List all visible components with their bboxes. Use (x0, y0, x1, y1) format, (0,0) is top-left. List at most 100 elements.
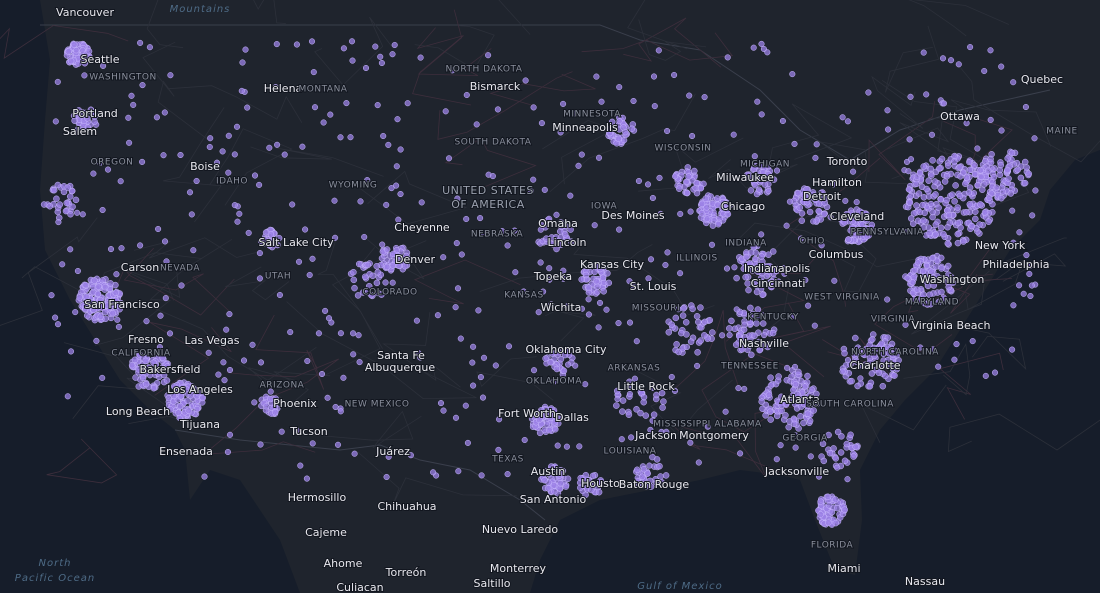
point (697, 304, 704, 311)
point (937, 224, 945, 232)
point (394, 116, 401, 123)
point (967, 44, 974, 51)
point (797, 412, 804, 420)
point (348, 38, 356, 45)
point (616, 226, 623, 233)
point (199, 394, 206, 402)
point (397, 190, 404, 198)
point (820, 457, 828, 465)
point (226, 431, 234, 438)
point (593, 73, 600, 80)
point (759, 291, 766, 299)
point (266, 144, 273, 151)
point (477, 215, 484, 222)
road (250, 146, 384, 177)
point (195, 389, 202, 397)
point (104, 302, 111, 309)
point (373, 262, 380, 270)
point (972, 215, 979, 223)
point (925, 177, 932, 184)
place-label: St. Louis (630, 280, 677, 293)
point (784, 364, 791, 371)
point (59, 261, 66, 268)
point (177, 151, 184, 159)
point (1028, 282, 1035, 289)
point (810, 218, 817, 225)
point (417, 54, 424, 61)
point (430, 469, 437, 476)
point (615, 320, 622, 327)
point (800, 419, 807, 427)
point (722, 408, 729, 415)
point (647, 256, 655, 263)
point (251, 172, 259, 179)
point (672, 173, 679, 180)
point (1032, 187, 1039, 194)
road (163, 107, 225, 223)
point (543, 421, 551, 428)
point (672, 314, 680, 322)
point (190, 386, 198, 393)
point (383, 473, 390, 481)
point (905, 168, 912, 175)
point (355, 332, 362, 339)
point (369, 272, 376, 280)
point (163, 377, 171, 384)
point (48, 292, 55, 299)
point (79, 211, 86, 218)
point (1004, 166, 1011, 174)
point (677, 270, 684, 277)
point (907, 192, 915, 200)
point (962, 180, 969, 188)
point (929, 208, 936, 216)
point (276, 291, 283, 299)
point (89, 283, 97, 291)
point (723, 265, 731, 272)
point (941, 178, 949, 185)
point (904, 275, 911, 282)
point (83, 293, 90, 300)
point (956, 192, 964, 200)
point (954, 219, 962, 227)
place-label: Salem (63, 125, 97, 138)
road (952, 58, 1100, 163)
point (715, 220, 722, 228)
road (885, 25, 940, 93)
point (167, 406, 174, 413)
point (67, 57, 75, 65)
point (473, 121, 480, 128)
road (734, 222, 934, 268)
point (146, 44, 153, 51)
point (982, 372, 989, 379)
road (202, 405, 316, 455)
point (404, 100, 411, 107)
point (578, 276, 585, 283)
point (635, 177, 642, 185)
point (743, 253, 750, 261)
point (951, 198, 958, 205)
point (698, 210, 706, 217)
point (789, 71, 796, 78)
point (273, 41, 280, 48)
point (817, 498, 824, 505)
road (382, 312, 461, 388)
place-label: Nassau (905, 575, 945, 588)
point (939, 55, 947, 62)
point (67, 348, 75, 355)
point (752, 181, 759, 189)
point (293, 41, 300, 48)
point (932, 221, 940, 228)
point (828, 508, 836, 516)
point (794, 189, 802, 197)
place-label: New York (975, 239, 1026, 252)
point (567, 192, 574, 199)
point (726, 332, 733, 339)
point (857, 375, 864, 382)
point (628, 125, 636, 133)
point (603, 306, 610, 313)
point (671, 71, 678, 79)
point (94, 290, 102, 298)
point (806, 208, 814, 216)
road (149, 321, 232, 396)
point (55, 219, 62, 226)
